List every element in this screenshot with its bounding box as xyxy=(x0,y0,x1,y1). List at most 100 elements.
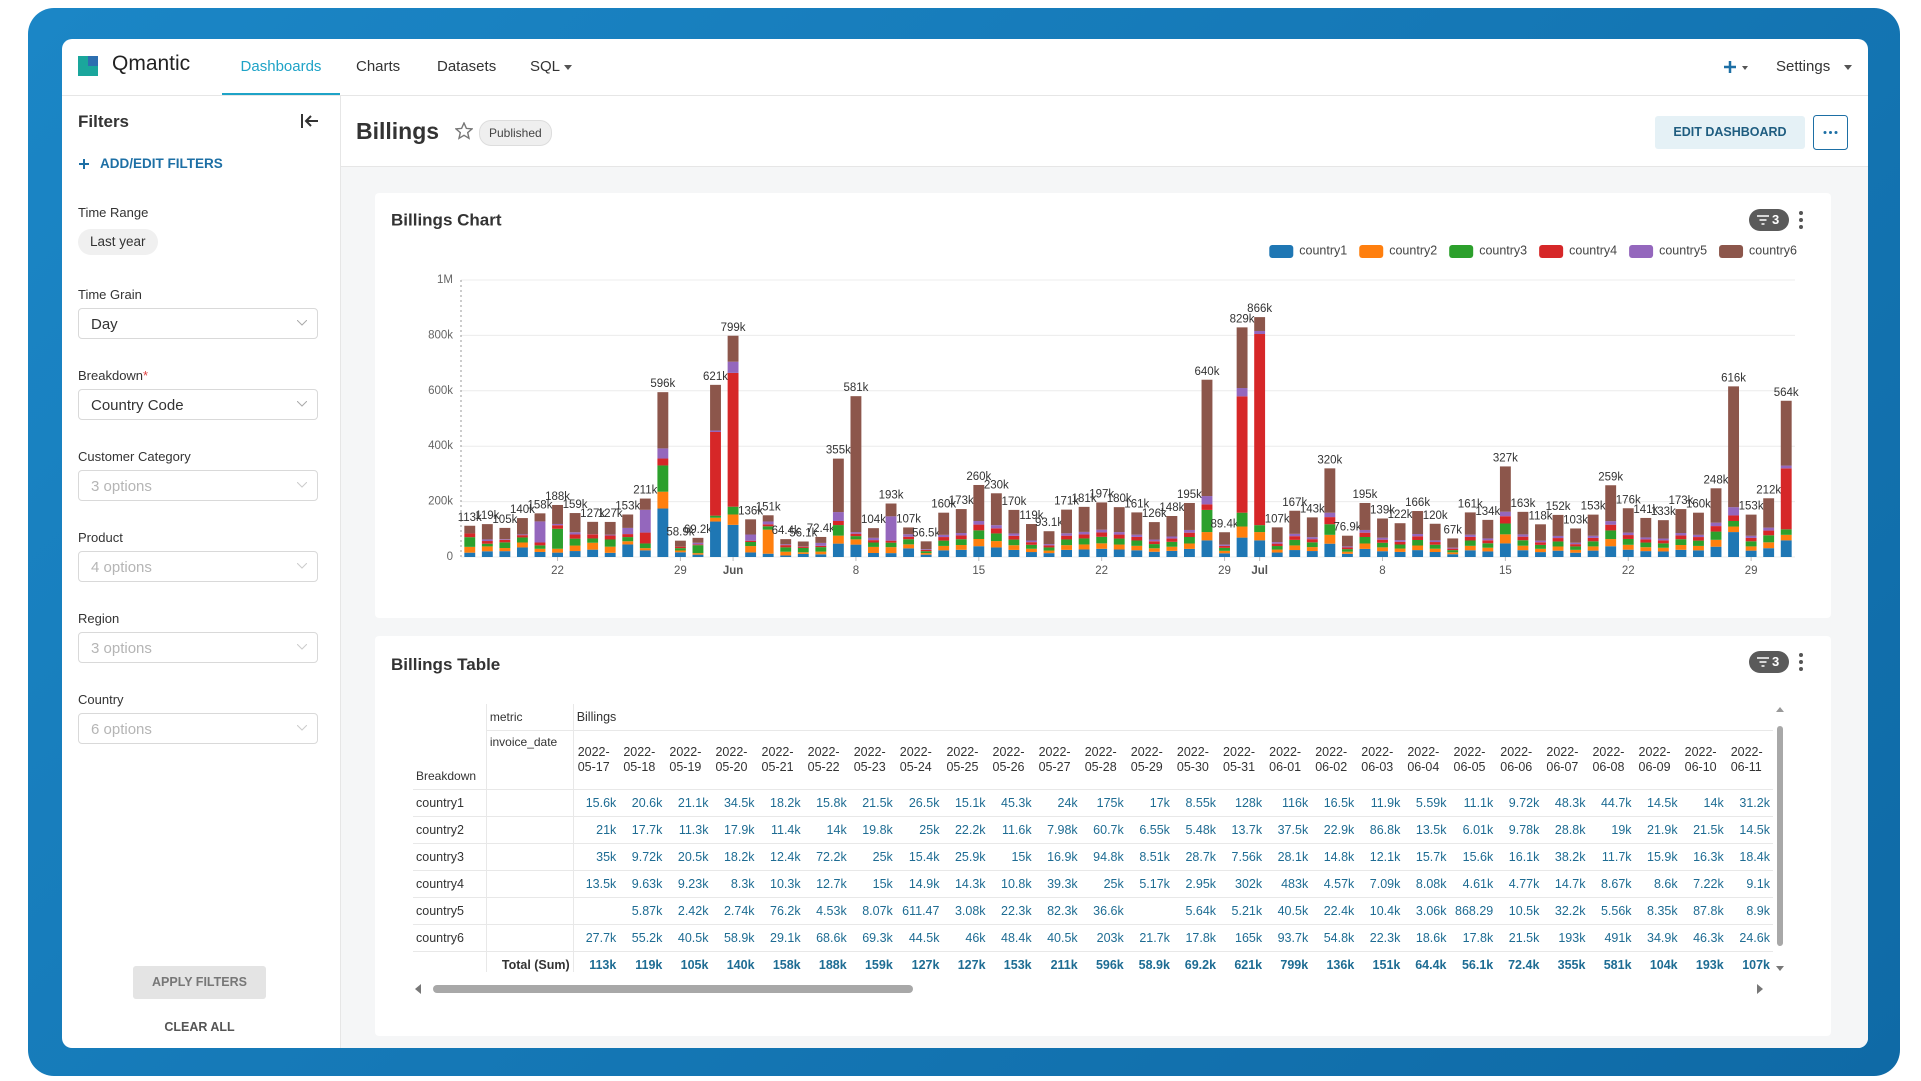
bar-total-label: 173k xyxy=(949,495,974,507)
favorite-star[interactable] xyxy=(455,122,473,140)
table-cell: 8.35k xyxy=(1634,897,1681,925)
y-tick-label: 600k xyxy=(428,385,453,397)
total-cell: 127k xyxy=(942,951,989,972)
filter-select[interactable]: 6 options xyxy=(78,713,318,744)
bar-segment xyxy=(1254,330,1266,335)
table-cell: 32.2k xyxy=(1542,897,1589,925)
bar-segment xyxy=(1710,531,1722,540)
bar-segment xyxy=(1552,538,1564,542)
filter-chip[interactable]: Last year xyxy=(78,229,158,255)
bar-segment xyxy=(815,554,827,557)
bar-segment xyxy=(832,520,844,526)
bar-segment xyxy=(990,547,1002,557)
table-cell: 37.5k xyxy=(1265,816,1312,844)
bar-total-label: 69.2k xyxy=(684,524,712,536)
bar-segment xyxy=(1377,551,1388,557)
bar-segment xyxy=(692,542,704,545)
bar-segment xyxy=(885,503,897,517)
bar-segment xyxy=(1131,545,1143,551)
bar-segment xyxy=(1693,534,1704,538)
bar-total-label: 188k xyxy=(545,491,570,503)
collapse-button[interactable] xyxy=(300,112,320,130)
nav-link[interactable]: Dashboards xyxy=(222,39,340,95)
filter-select[interactable]: Day xyxy=(78,308,318,339)
table-cell: 7.09k xyxy=(1357,870,1404,898)
add-filters[interactable]: ADD/EDIT FILTERS xyxy=(100,156,223,171)
settings-menu[interactable]: Settings xyxy=(1776,58,1831,75)
card-menu[interactable] xyxy=(1798,210,1804,230)
bar-segment xyxy=(1043,553,1055,557)
table-cell: 48.3k xyxy=(1542,789,1589,817)
bar-segment xyxy=(604,535,616,540)
bar-total-label: 127k xyxy=(598,508,623,520)
filter-select[interactable]: 4 options xyxy=(78,551,318,582)
bar-segment xyxy=(1236,396,1248,513)
bar-segment xyxy=(1464,550,1476,557)
bar-segment xyxy=(868,546,879,553)
bar-segment xyxy=(780,547,792,552)
bar-segment xyxy=(1026,540,1037,543)
filter-select[interactable]: Country Code xyxy=(78,389,318,420)
filter-select[interactable]: 3 options xyxy=(78,470,318,501)
bar-segment xyxy=(1412,545,1424,551)
horizontal-scrollbar[interactable] xyxy=(413,982,1785,996)
bar-segment xyxy=(1359,532,1371,538)
filter-select[interactable]: 3 options xyxy=(78,632,318,663)
filter-badge[interactable]: 3 xyxy=(1749,209,1789,231)
filter-label: Region xyxy=(78,611,120,626)
bar-segment xyxy=(797,547,809,553)
clear-all-button[interactable]: CLEAR ALL xyxy=(164,1020,235,1034)
nav-link[interactable]: Datasets xyxy=(437,58,497,75)
bar-segment xyxy=(1271,542,1283,544)
add-menu[interactable] xyxy=(1724,59,1750,75)
table-cell: 5.87k xyxy=(619,897,666,925)
bar-segment xyxy=(1605,539,1617,547)
total-cell: 72.4k xyxy=(1496,951,1543,972)
table-cell: 34.5k xyxy=(711,789,758,817)
total-cell: 127k xyxy=(895,951,943,972)
bar-segment xyxy=(534,521,546,543)
logo xyxy=(78,56,98,76)
bar-segment xyxy=(1394,541,1406,545)
table-cell: 11.9k xyxy=(1357,789,1404,817)
bar-segment xyxy=(1640,539,1652,543)
more-button[interactable] xyxy=(1813,115,1848,150)
bar-segment xyxy=(639,498,651,510)
bar-segment xyxy=(1675,549,1687,557)
bar-segment xyxy=(1447,538,1459,548)
bar-segment xyxy=(657,491,669,509)
bar-segment xyxy=(1148,544,1160,549)
bar-segment xyxy=(1447,550,1459,553)
bar-segment xyxy=(1640,517,1652,538)
bar-segment xyxy=(1728,520,1740,527)
bar-segment xyxy=(780,539,792,545)
bar-segment xyxy=(1341,553,1353,557)
row-header-label: Breakdown xyxy=(413,704,487,790)
table-cell: 9.63k xyxy=(619,870,666,898)
bar-segment xyxy=(534,551,546,557)
bar-segment xyxy=(1131,512,1143,535)
bar-segment xyxy=(1166,516,1178,537)
table-cell: 25k xyxy=(895,816,943,844)
nav-link[interactable]: Charts xyxy=(356,58,401,75)
bar-segment xyxy=(920,553,932,555)
vertical-scrollbar[interactable] xyxy=(1773,704,1787,994)
bar-segment xyxy=(868,528,879,538)
table-cell: 9.23k xyxy=(665,870,712,898)
apply-filters-button[interactable]: APPLY FILTERS xyxy=(133,966,266,999)
edit-dashboard-button[interactable]: EDIT DASHBOARD xyxy=(1655,116,1805,149)
header-row: invoice_date 2022-05-17 2022-05-18 2022-05-… xyxy=(413,730,1773,790)
bar-segment xyxy=(1745,541,1757,547)
bar-segment xyxy=(1482,551,1494,557)
bar-segment xyxy=(1763,527,1775,531)
bar-segment xyxy=(1219,550,1230,554)
bar-segment xyxy=(587,549,599,557)
bar-segment xyxy=(516,537,528,543)
required-mark: * xyxy=(143,368,149,383)
card-menu[interactable] xyxy=(1798,652,1804,672)
nav-link[interactable]: SQL xyxy=(530,58,561,75)
bar-segment xyxy=(552,504,563,524)
table-cell: 40.5k xyxy=(1265,897,1312,925)
filter-badge[interactable]: 3 xyxy=(1749,651,1789,673)
total-cell: 355k xyxy=(1542,951,1589,972)
